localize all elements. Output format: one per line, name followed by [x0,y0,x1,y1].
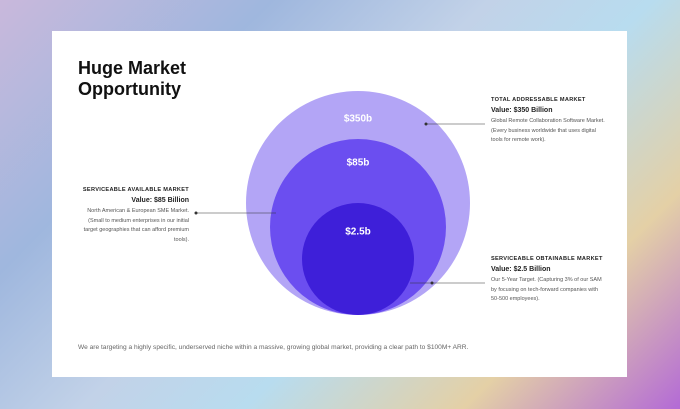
title-line: Huge Market [78,58,187,78]
block-description: Our 5-Year Target. (Capturing 3% of our … [491,277,602,302]
som-circle [302,203,414,315]
tam-label: $350b [344,114,372,125]
block-description: Global Remote Collaboration Software Mar… [491,118,605,143]
title-line: Opportunity [78,79,181,99]
block-description: North American & European SME Market. (S… [83,208,189,243]
som-label: $2.5b [345,227,371,238]
connector-dot [194,211,198,215]
connector-dot [430,281,434,285]
block-heading: SERVICEABLE AVAILABLE MARKET [82,187,189,193]
slide-title: Huge Market Opportunity [78,58,186,100]
block-value: Value: $85 Billion [131,197,189,204]
block-value: Value: $350 Billion [491,107,553,114]
sam-block: SERVICEABLE AVAILABLE MARKET Value: $85 … [74,187,189,245]
market-diagram: $350b $85b $2.5b [194,91,485,315]
block-heading: SERVICEABLE OBTAINABLE MARKET [491,256,603,262]
slide: Huge Market Opportunity $350b $85b $2.5b… [52,31,627,377]
connector-dot [424,122,428,126]
block-heading: TOTAL ADDRESSABLE MARKET [491,97,586,103]
tam-block: TOTAL ADDRESSABLE MARKET Value: $350 Bil… [491,97,606,146]
sam-label: $85b [347,158,370,169]
footer-text: We are targeting a highly specific, unde… [78,344,469,351]
block-value: Value: $2.5 Billion [491,266,551,273]
som-block: SERVICEABLE OBTAINABLE MARKET Value: $2.… [491,256,606,305]
